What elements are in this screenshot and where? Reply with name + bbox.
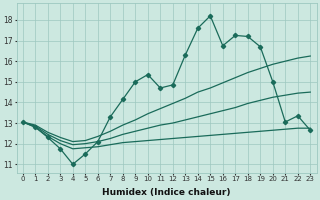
X-axis label: Humidex (Indice chaleur): Humidex (Indice chaleur) [102, 188, 231, 197]
